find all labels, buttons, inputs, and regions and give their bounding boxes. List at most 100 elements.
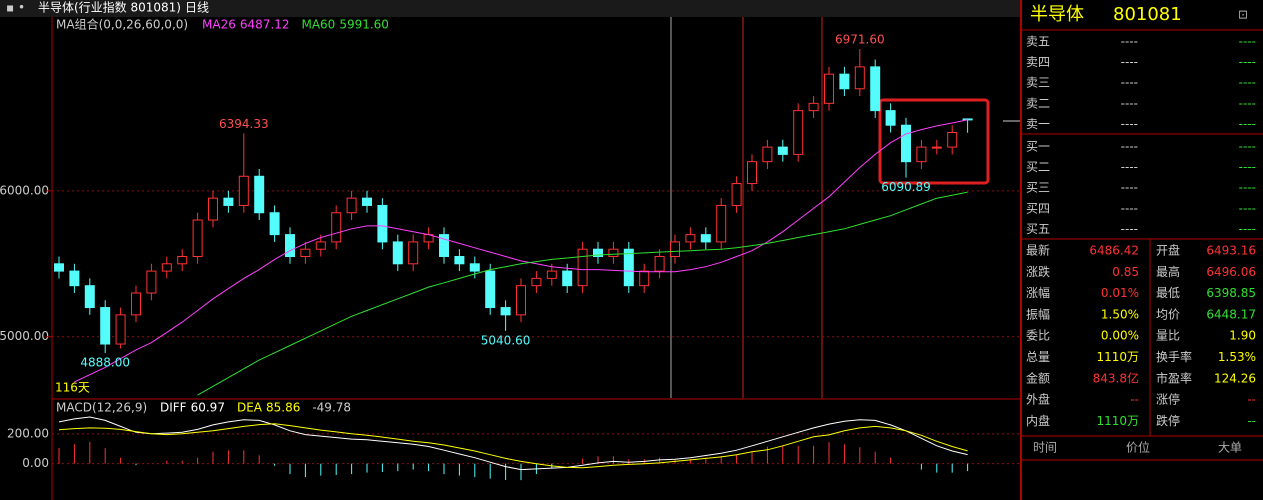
stat-value: 6496.06 bbox=[1206, 265, 1256, 279]
period-note: 116天 bbox=[55, 381, 90, 395]
stat-label: 内盘 bbox=[1026, 413, 1050, 428]
candle-body bbox=[824, 73, 834, 104]
candle-body bbox=[223, 197, 234, 206]
legend-value: -49.78 bbox=[312, 401, 351, 415]
stat-label: 委比 bbox=[1026, 329, 1050, 343]
stat-label: 涨幅 bbox=[1026, 285, 1050, 300]
book-volume: ---- bbox=[1239, 117, 1256, 131]
highlight-box bbox=[878, 98, 990, 185]
book-label: 卖一 bbox=[1026, 117, 1050, 131]
book-volume: ---- bbox=[1239, 96, 1256, 110]
candle-body bbox=[131, 292, 141, 316]
stat-label: 总量 bbox=[1026, 350, 1050, 364]
macd-line bbox=[58, 416, 968, 471]
candle-body bbox=[346, 197, 357, 214]
candle-body bbox=[146, 270, 157, 294]
candle-body bbox=[315, 241, 326, 250]
stat-label: 开盘 bbox=[1156, 243, 1180, 258]
candle-body bbox=[623, 248, 634, 287]
stat-label: 跌停 bbox=[1156, 413, 1180, 428]
ma-legend: MA组合(0,0,26,60,0,0) bbox=[56, 17, 188, 32]
extreme-label: 4888.00 bbox=[80, 356, 130, 370]
stat-value: 1110万 bbox=[1096, 350, 1139, 364]
book-label: 买四 bbox=[1026, 201, 1050, 215]
book-price: ---- bbox=[1121, 181, 1138, 195]
candle-body bbox=[654, 256, 665, 272]
book-price: ---- bbox=[1121, 117, 1138, 131]
book-label: 买五 bbox=[1026, 222, 1050, 236]
stat-value: -- bbox=[1130, 393, 1139, 407]
quote-panel: 半导体 801081 ⊡ bbox=[1030, 4, 1248, 25]
stat-value: 1.90 bbox=[1229, 329, 1256, 343]
candle-body bbox=[670, 241, 680, 258]
book-price: ---- bbox=[1121, 140, 1138, 154]
y-tick-label: 5000.00 bbox=[0, 329, 49, 343]
candle-body bbox=[562, 270, 573, 287]
y-tick-label: 0.00 bbox=[22, 456, 49, 470]
candle-body bbox=[947, 132, 958, 148]
candle-body bbox=[685, 234, 696, 243]
candle-body bbox=[377, 204, 388, 243]
candle-body bbox=[608, 248, 619, 258]
candle-body bbox=[100, 307, 111, 345]
candle-body bbox=[793, 110, 804, 155]
stat-label: 换手率 bbox=[1156, 349, 1192, 364]
candle-body bbox=[639, 270, 650, 287]
candle-body bbox=[593, 248, 603, 258]
quote-code: 801081 bbox=[1113, 4, 1182, 25]
stat-label: 均价 bbox=[1156, 307, 1180, 321]
candle-body bbox=[454, 256, 465, 265]
candle-body bbox=[885, 110, 896, 126]
book-volume: ---- bbox=[1239, 160, 1256, 174]
ma-line bbox=[74, 119, 968, 383]
candle-body bbox=[808, 102, 819, 112]
candle-body bbox=[700, 234, 711, 243]
book-volume: ---- bbox=[1239, 181, 1256, 195]
candle-body bbox=[854, 66, 865, 90]
stat-value: 6486.42 bbox=[1089, 244, 1139, 258]
menu-icon[interactable]: ⊡ bbox=[1238, 8, 1248, 22]
instrument-title[interactable]: 半导体(行业指数 801081) bbox=[38, 0, 181, 15]
candle-body bbox=[54, 263, 64, 272]
stat-label: 涨停 bbox=[1156, 392, 1180, 407]
stat-value: -- bbox=[1247, 414, 1256, 428]
stat-value: 0.00% bbox=[1101, 329, 1139, 343]
book-volume: ---- bbox=[1239, 35, 1256, 49]
candle-body bbox=[716, 204, 727, 243]
book-volume: ---- bbox=[1239, 201, 1256, 215]
stat-value: 0.85 bbox=[1112, 265, 1139, 279]
stat-value: 124.26 bbox=[1214, 371, 1256, 385]
candle-body bbox=[408, 241, 419, 265]
candle-body bbox=[747, 161, 757, 185]
stat-value: 6398.85 bbox=[1206, 286, 1256, 300]
candle-body bbox=[84, 285, 95, 309]
book-label: 卖二 bbox=[1026, 96, 1050, 110]
book-price: ---- bbox=[1121, 76, 1138, 90]
candle-body bbox=[962, 118, 973, 121]
candle-body bbox=[331, 212, 342, 243]
candle-body bbox=[531, 277, 542, 287]
candle-body bbox=[208, 197, 218, 221]
book-price: ---- bbox=[1121, 222, 1138, 236]
column-header: 时间 bbox=[1033, 441, 1057, 455]
candle-body bbox=[916, 146, 927, 163]
book-price: ---- bbox=[1121, 160, 1138, 174]
candle-body bbox=[577, 248, 588, 287]
extreme-label: 5040.60 bbox=[481, 333, 531, 347]
stat-label: 涨跌 bbox=[1026, 264, 1050, 279]
book-label: 卖五 bbox=[1026, 35, 1050, 49]
book-volume: ---- bbox=[1239, 55, 1256, 69]
candle-body bbox=[285, 234, 295, 258]
book-price: ---- bbox=[1121, 35, 1138, 49]
candle-body bbox=[392, 241, 403, 265]
book-price: ---- bbox=[1121, 96, 1138, 110]
candle-body bbox=[931, 146, 942, 149]
stat-label: 市盈率 bbox=[1156, 370, 1192, 385]
candle-body bbox=[516, 285, 526, 316]
candle-body bbox=[115, 314, 126, 345]
candle-body bbox=[192, 219, 203, 258]
period[interactable]: 日线 bbox=[185, 1, 209, 15]
stat-value: 0.01% bbox=[1101, 286, 1139, 300]
stat-value: 1.53% bbox=[1218, 350, 1256, 364]
